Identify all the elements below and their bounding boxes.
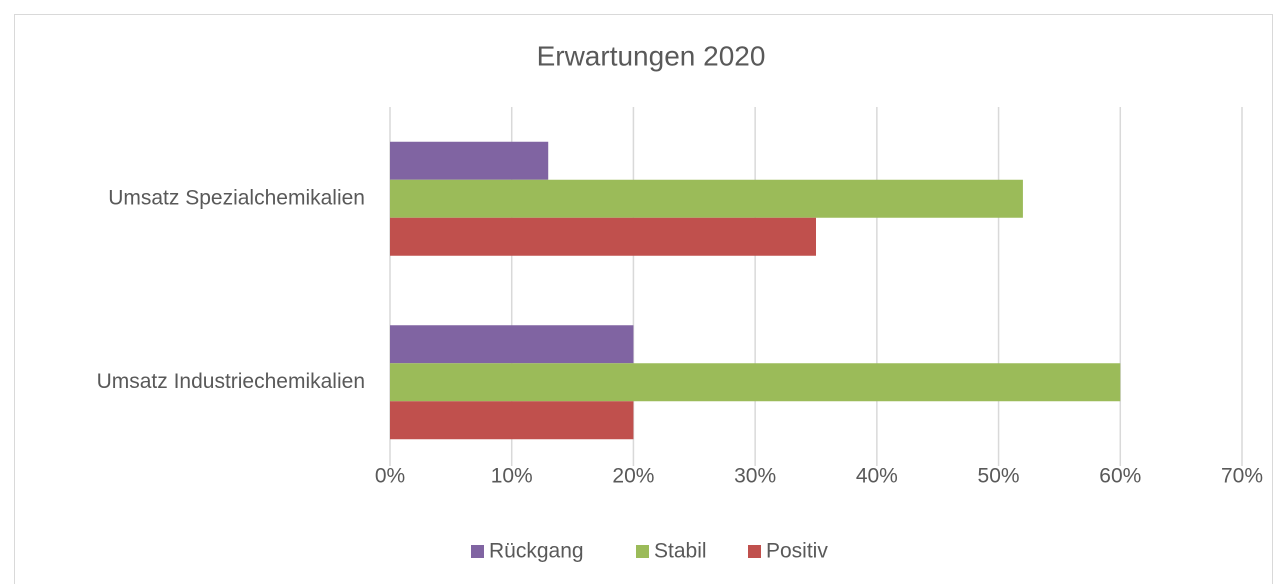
legend-swatch bbox=[636, 545, 649, 558]
legend-swatch bbox=[471, 545, 484, 558]
x-tick-label: 70% bbox=[1221, 465, 1263, 488]
bar bbox=[390, 325, 634, 364]
bar bbox=[390, 401, 634, 440]
bar bbox=[390, 179, 1023, 218]
legend-label: Stabil bbox=[654, 540, 707, 563]
x-tick-label: 20% bbox=[612, 465, 654, 488]
x-tick-label: 50% bbox=[978, 465, 1020, 488]
y-tick-label: Umsatz Spezialchemikalien bbox=[108, 186, 365, 209]
bar bbox=[390, 217, 816, 256]
x-tick-label: 60% bbox=[1099, 465, 1141, 488]
legend-label: Positiv bbox=[766, 540, 828, 563]
legend-swatch bbox=[748, 545, 761, 558]
chart-border bbox=[14, 14, 1273, 584]
legend-label: Rückgang bbox=[489, 540, 584, 563]
x-tick-label: 0% bbox=[375, 465, 405, 488]
x-tick-label: 10% bbox=[491, 465, 533, 488]
bar bbox=[390, 141, 549, 180]
x-tick-label: 40% bbox=[856, 465, 898, 488]
x-tick-label: 30% bbox=[734, 465, 776, 488]
chart-title: Erwartungen 2020 bbox=[537, 40, 766, 71]
y-tick-label: Umsatz Industriechemikalien bbox=[97, 370, 365, 393]
bar bbox=[390, 363, 1121, 402]
